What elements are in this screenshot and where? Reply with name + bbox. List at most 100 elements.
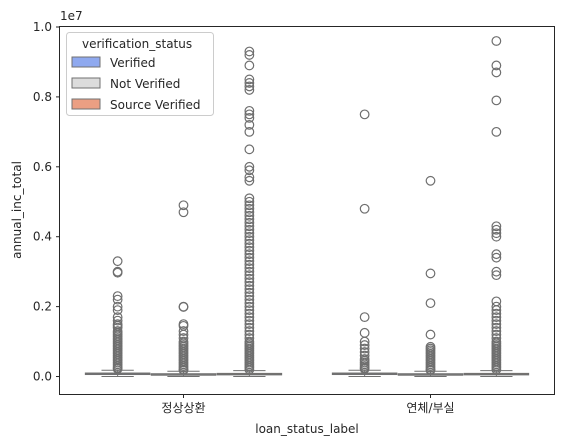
outlier-point <box>244 305 255 316</box>
y-tick-label: 0.6 <box>33 160 52 174</box>
outlier-point <box>244 301 255 312</box>
outlier-point <box>244 200 255 211</box>
outlier-point <box>491 301 502 312</box>
outlier-point <box>244 238 255 249</box>
outlier-point <box>244 270 255 281</box>
outlier-point <box>491 308 502 319</box>
axes-frame <box>59 26 555 395</box>
outlier-point <box>491 252 502 263</box>
legend-title: verification_status <box>82 37 192 51</box>
outlier-point <box>112 315 123 326</box>
y-tick-label: 0.8 <box>33 90 52 104</box>
y-offset-text: 1e7 <box>60 9 83 23</box>
outlier-point <box>359 336 370 347</box>
outlier-point <box>244 172 255 183</box>
x-axis-label: loan_status_label <box>255 422 359 436</box>
legend-swatch <box>71 56 101 68</box>
outlier-point <box>244 308 255 319</box>
outlier-point <box>244 105 255 116</box>
outlier-point <box>491 270 502 281</box>
outlier-point <box>491 249 502 260</box>
outlier-point <box>244 245 255 256</box>
outlier-point <box>491 315 502 326</box>
outlier-point <box>244 259 255 270</box>
outlier-point <box>112 301 123 312</box>
outlier-point <box>244 256 255 267</box>
legend-swatch <box>71 77 101 89</box>
outlier-point <box>425 268 436 279</box>
outlier-point <box>491 326 502 336</box>
outlier-point <box>112 291 123 302</box>
outlier-point <box>244 249 255 260</box>
outlier-point <box>491 126 502 137</box>
outlier-point <box>359 340 370 350</box>
outlier-point <box>244 284 255 295</box>
outlier-point <box>491 312 502 323</box>
plot-area <box>84 36 530 378</box>
outlier-point <box>244 46 255 57</box>
outlier-point <box>244 319 255 329</box>
box-verified-0 <box>84 256 151 378</box>
outlier-point <box>112 256 123 267</box>
outlier-point <box>244 119 255 130</box>
y-tick-label: 1.0 <box>33 20 52 34</box>
y-tick-label: 0.4 <box>33 230 52 244</box>
outlier-point <box>491 322 502 333</box>
outlier-point <box>425 298 436 309</box>
outlier-point <box>244 273 255 284</box>
box-verified-1 <box>331 109 398 378</box>
x-tick-label: 정상상환 <box>161 401 205 415</box>
outlier-point <box>178 207 189 218</box>
outlier-point <box>112 305 123 316</box>
outlier-point <box>244 214 255 225</box>
outlier-point <box>244 112 255 123</box>
legend-swatch <box>71 98 101 110</box>
outlier-point <box>491 231 502 242</box>
outlier-point <box>491 95 502 106</box>
outlier-point <box>491 221 502 232</box>
outlier-point <box>244 242 255 253</box>
outlier-point <box>244 144 255 155</box>
box-source-verified-1 <box>463 36 530 378</box>
outlier-point <box>244 263 255 274</box>
outlier-point <box>359 203 370 214</box>
y-axis-label: annual_inc_total <box>10 161 24 259</box>
outlier-point <box>244 277 255 288</box>
outlier-point <box>244 280 255 291</box>
y-tick-label: 0.0 <box>33 370 52 384</box>
outlier-point <box>244 74 255 85</box>
outlier-point <box>244 175 255 186</box>
outlier-point <box>244 210 255 221</box>
outlier-point <box>491 60 502 71</box>
outlier-point <box>112 294 123 305</box>
outlier-point <box>112 267 123 278</box>
outlier-point <box>244 231 255 242</box>
outlier-point <box>244 50 255 60</box>
outlier-point <box>178 200 189 211</box>
outlier-point <box>244 291 255 302</box>
outlier-point <box>244 85 255 95</box>
outlier-point <box>244 81 255 92</box>
outlier-point <box>359 312 370 323</box>
legend-frame <box>66 32 214 116</box>
outlier-point <box>491 36 502 46</box>
outlier-point <box>244 126 255 137</box>
box-source-verified-0 <box>216 46 283 378</box>
y-tick-label: 0.2 <box>33 300 52 314</box>
outlier-point <box>244 193 255 204</box>
outlier-point <box>244 221 255 232</box>
outlier-point <box>244 228 255 239</box>
legend-label: Source Verified <box>110 98 201 112</box>
outlier-point <box>491 319 502 329</box>
outlier-point <box>244 78 255 88</box>
legend: verification_status Verified Not Verified… <box>66 32 214 116</box>
outlier-point <box>491 305 502 316</box>
outlier-point <box>244 207 255 218</box>
outlier-point <box>244 60 255 71</box>
outlier-point <box>178 302 189 312</box>
outlier-point <box>244 161 255 172</box>
box-not-verified-1 <box>397 175 464 378</box>
outlier-point <box>244 217 255 228</box>
y-axis: 0.0 0.2 0.4 0.6 0.8 1.0 <box>33 20 60 384</box>
outlier-point <box>244 312 255 323</box>
